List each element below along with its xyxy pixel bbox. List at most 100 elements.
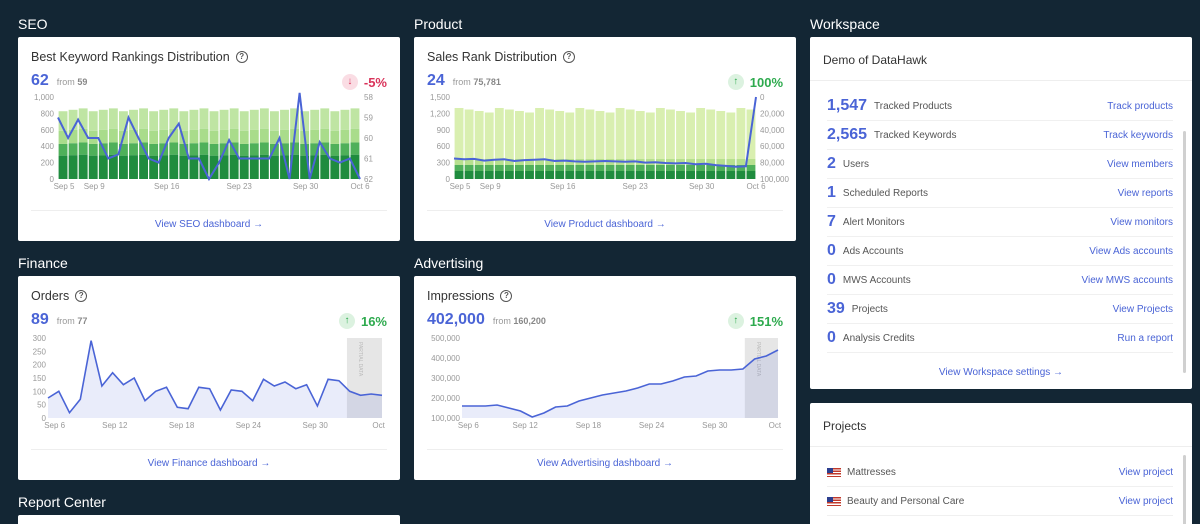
bar-segment — [129, 155, 138, 179]
bar-segment — [655, 165, 665, 171]
y-tick-label: 0 — [50, 175, 55, 184]
bar-segment — [525, 165, 534, 171]
bar-segment — [139, 108, 148, 129]
workspace-row: 0 Analysis Credits Run a report — [827, 324, 1173, 353]
bar-segment — [545, 159, 555, 165]
bar-segment — [78, 154, 88, 179]
workspace-row-link[interactable]: View reports — [1117, 187, 1173, 199]
series-line — [462, 349, 779, 418]
bar-segment — [565, 112, 575, 159]
advertising-chart: 500,000 400,000 300,000 200,000 100,000 PARTI… — [431, 334, 782, 430]
bar-segment — [686, 159, 695, 165]
bar-segment — [209, 111, 219, 131]
bar-segment — [330, 143, 340, 156]
bar-segment — [270, 111, 279, 131]
bar-segment — [706, 109, 716, 159]
y-tick-label: 300 — [33, 334, 47, 343]
bar-segment — [645, 165, 655, 171]
view-finance-dashboard-link[interactable]: View Finance dashboard → — [147, 458, 271, 469]
bar-segment — [736, 159, 746, 165]
view-workspace-settings-link[interactable]: View Workspace settings → — [938, 367, 1064, 378]
product-change: ↑ 100% — [727, 74, 783, 90]
bar-segment — [726, 171, 736, 179]
workspace-row-label: MWS Accounts — [842, 274, 911, 286]
bar-segment — [98, 109, 108, 130]
divider — [810, 80, 1192, 81]
bar-segment — [615, 165, 625, 171]
bar-segment — [625, 109, 635, 159]
workspace-row-link[interactable]: Track products — [1107, 100, 1173, 112]
seo-card: Best Keyword Rankings Distribution ? 62 … — [18, 37, 400, 241]
workspace-row-link[interactable]: View Projects — [1112, 303, 1173, 315]
workspace-row-link[interactable]: Run a report — [1117, 332, 1173, 344]
x-tick-label: Sep 16 — [154, 182, 180, 191]
x-tick-label: Sep 5 — [450, 182, 471, 191]
workspace-row-link[interactable]: View monitors — [1110, 216, 1173, 228]
bar-segment — [249, 129, 259, 144]
y-tick-label: 0 — [42, 414, 47, 423]
project-row: Beauty and Personal Care View project — [827, 487, 1173, 516]
scrollbar[interactable] — [1183, 131, 1186, 373]
view-product-dashboard-link[interactable]: View Product dashboard → — [544, 219, 666, 230]
project-name: Mattresses — [847, 466, 896, 478]
bar-segment — [179, 130, 189, 144]
bar-segment — [545, 165, 555, 171]
view-seo-dashboard-link[interactable]: View SEO dashboard → — [154, 219, 264, 230]
y-tick-label: 300,000 — [431, 374, 460, 383]
bar-segment — [575, 171, 585, 179]
view-advertising-dashboard-link[interactable]: View Advertising dashboard → — [536, 458, 673, 469]
bar-segment — [706, 159, 716, 165]
help-icon[interactable]: ? — [500, 290, 513, 302]
bar-segment — [280, 109, 289, 130]
bar-segment — [159, 155, 169, 179]
bar-segment — [605, 112, 615, 159]
bar-segment — [149, 111, 159, 131]
bar-segment — [68, 155, 78, 179]
bar-segment — [474, 165, 484, 171]
x-tick-label: Sep 23 — [623, 182, 649, 191]
bar-segment — [464, 159, 474, 165]
view-project-link[interactable]: View project — [1118, 495, 1173, 507]
help-icon[interactable]: ? — [235, 51, 248, 63]
finance-metric-from: from 77 — [57, 316, 88, 326]
workspace-row-link[interactable]: View members — [1107, 158, 1173, 170]
x-tick-label: Sep 30 — [303, 421, 329, 430]
workspace-row-link[interactable]: View Ads accounts — [1089, 245, 1173, 257]
bar-segment — [545, 109, 555, 159]
view-project-link[interactable]: View project — [1118, 466, 1173, 478]
y-tick-label: 1,000 — [34, 93, 55, 102]
divider — [810, 446, 1192, 447]
x-tick-label: Sep 23 — [227, 182, 253, 191]
bar-segment — [525, 112, 534, 159]
x-tick-label: Sep 18 — [576, 421, 602, 430]
y-tick-label: 200,000 — [431, 394, 460, 403]
bar-segment — [249, 109, 259, 130]
bar-segment — [108, 154, 118, 179]
x-tick-label: Sep 12 — [102, 421, 128, 430]
bar-segment — [58, 143, 68, 156]
bar-segment — [454, 165, 464, 171]
bar-segment — [310, 109, 320, 130]
workspace-row-label: Scheduled Reports — [842, 187, 928, 199]
scrollbar[interactable] — [1183, 455, 1186, 524]
workspace-row-link[interactable]: View MWS accounts — [1081, 274, 1173, 286]
bar-segment — [280, 129, 289, 144]
x-tick-label: Sep 18 — [169, 421, 195, 430]
help-icon[interactable]: ? — [75, 290, 88, 302]
bar-segment — [504, 109, 514, 159]
projects-card: Projects Mattresses View project Beauty an… — [810, 403, 1192, 524]
y-tick-label: 200 — [41, 159, 55, 168]
bar-segment — [635, 165, 645, 171]
bar-segment — [736, 171, 746, 179]
workspace-row-link[interactable]: Track keywords — [1103, 129, 1173, 141]
bar-segment — [605, 171, 615, 179]
workspace-row-count: 39 — [827, 300, 845, 317]
product-card-title: Sales Rank Distribution ? — [427, 50, 575, 64]
bar-segment — [330, 155, 340, 179]
bar-segment — [88, 155, 98, 179]
x-tick-label: Sep 24 — [236, 421, 262, 430]
help-icon[interactable]: ? — [562, 51, 575, 63]
bar-segment — [350, 108, 360, 129]
bar-segment — [454, 108, 464, 159]
bar-segment — [259, 154, 269, 179]
